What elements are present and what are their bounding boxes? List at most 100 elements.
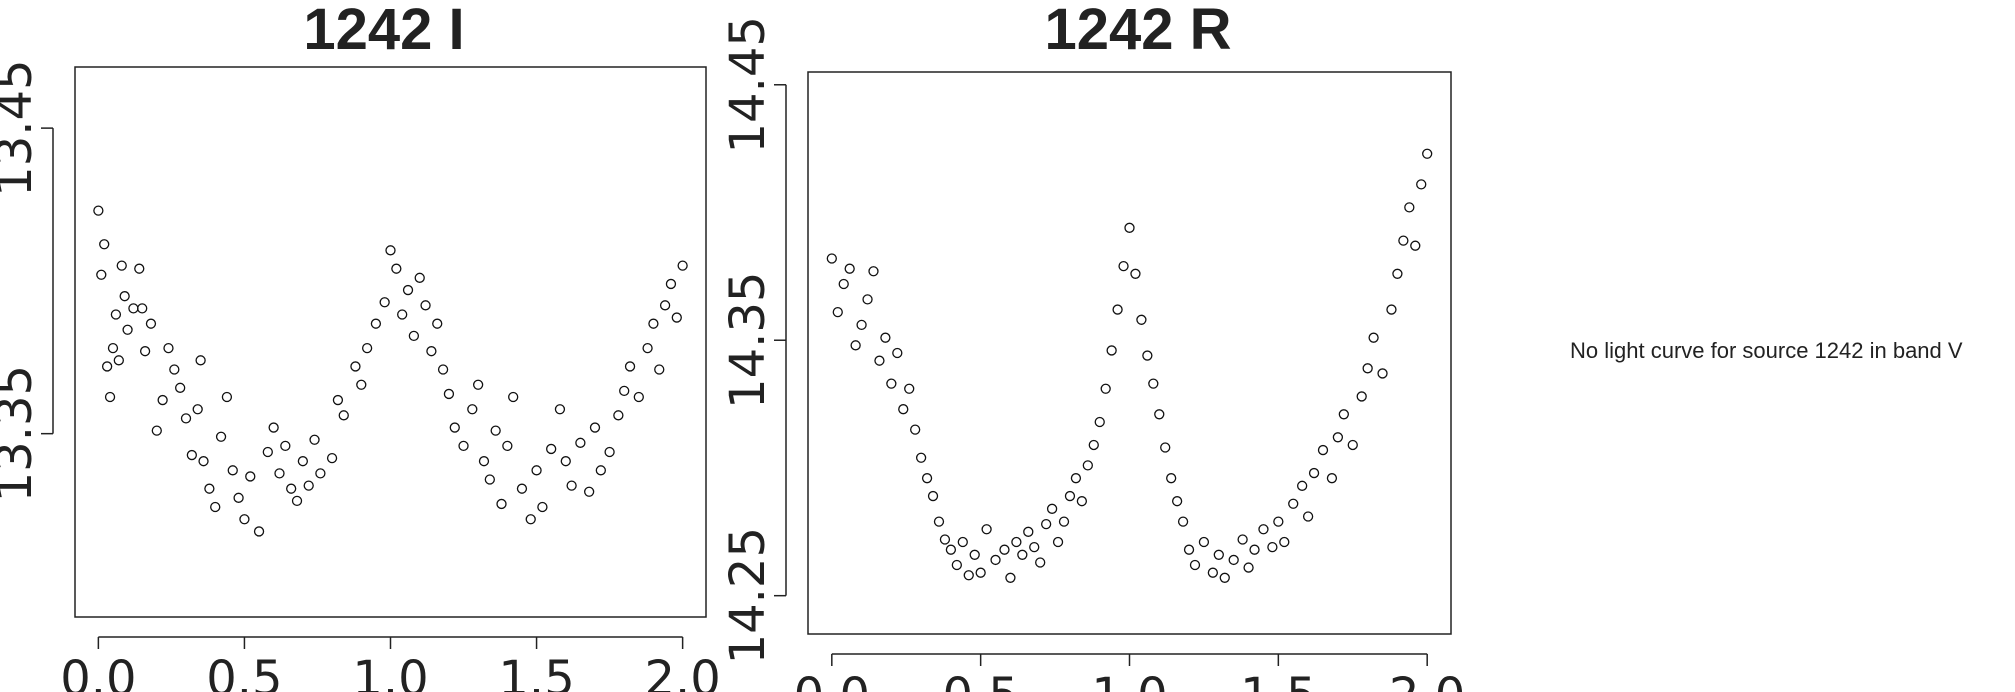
data-point	[957, 536, 968, 548]
data-point	[850, 340, 861, 351]
data-point	[1177, 516, 1189, 527]
data-point	[1362, 363, 1373, 374]
data-point	[1288, 498, 1299, 509]
data-point	[508, 391, 519, 403]
data-point	[502, 440, 513, 452]
data-point	[163, 342, 174, 354]
data-point	[589, 422, 601, 433]
data-point	[575, 437, 586, 448]
data-point	[1046, 503, 1058, 514]
x-tick-label: 1.0	[352, 651, 428, 692]
data-point	[496, 498, 507, 510]
chart-title: 1242 R	[1044, 0, 1231, 62]
data-point	[113, 355, 124, 366]
data-point	[892, 347, 903, 359]
data-point	[1347, 439, 1358, 451]
data-point	[1207, 567, 1219, 578]
data-point	[624, 361, 636, 372]
scatter-points	[826, 148, 1433, 583]
data-point	[1112, 304, 1123, 315]
data-point	[619, 385, 630, 397]
data-point	[253, 526, 265, 537]
data-point	[467, 404, 478, 415]
data-point	[1356, 391, 1367, 402]
data-point	[458, 440, 469, 452]
data-point	[169, 364, 180, 375]
data-point	[157, 394, 168, 406]
data-point	[1040, 519, 1052, 530]
data-point	[385, 245, 396, 256]
panel-1242-i: 1242 I 0.0 0.5 1.0 1.5 2.0 13.35 13.45	[0, 0, 721, 692]
data-point	[880, 332, 891, 343]
data-point	[1267, 541, 1278, 553]
data-point	[1249, 544, 1260, 555]
scatter-points	[93, 205, 688, 537]
data-point	[868, 266, 879, 277]
data-point	[1183, 544, 1195, 555]
data-point	[134, 263, 145, 274]
data-point	[999, 544, 1010, 555]
data-point	[1317, 444, 1329, 456]
data-point	[1422, 148, 1433, 159]
x-tick-label: 0.0	[794, 668, 870, 692]
data-point	[856, 319, 867, 331]
data-point	[326, 452, 338, 464]
data-point	[1326, 473, 1338, 484]
data-point	[1332, 432, 1344, 443]
data-point	[139, 346, 151, 357]
data-point	[554, 404, 566, 415]
data-point	[484, 474, 495, 485]
data-point	[420, 300, 431, 311]
data-point	[1416, 179, 1427, 190]
data-point	[1094, 416, 1105, 428]
data-point	[1338, 409, 1349, 420]
no-light-curve-note: No light curve for source 1242 in band V	[1570, 338, 1963, 363]
data-point	[566, 480, 577, 491]
data-point	[1106, 345, 1117, 356]
data-point	[101, 361, 113, 372]
axes: 0.0 0.5 1.0 1.5 2.0 13.35 13.45	[0, 59, 721, 692]
data-point	[280, 440, 291, 452]
data-point	[1377, 368, 1388, 379]
data-point	[1011, 536, 1022, 548]
y-tick-label: 14.35	[720, 272, 776, 409]
data-point	[1279, 536, 1290, 548]
data-point	[1070, 473, 1082, 484]
data-point	[210, 501, 221, 513]
y-tick-label: 14.45	[720, 16, 776, 153]
data-point	[642, 342, 653, 354]
data-point	[945, 544, 957, 555]
data-point	[391, 263, 402, 274]
data-point	[975, 567, 986, 578]
data-point	[516, 483, 528, 494]
data-point	[1052, 536, 1064, 548]
data-point	[583, 486, 595, 497]
data-point	[402, 284, 414, 296]
plot-area	[807, 71, 1452, 635]
data-point	[96, 269, 107, 280]
data-point	[659, 300, 671, 311]
data-point	[1124, 222, 1135, 233]
data-point	[408, 330, 420, 342]
panel-1242-r: 1242 R 0.0 0.5 1.0 1.5 2.0 14.25 14.35 14.45	[720, 0, 1465, 692]
data-point	[309, 434, 320, 445]
data-point	[531, 465, 542, 476]
x-tick-label: 2.0	[644, 651, 720, 692]
data-point	[1076, 496, 1088, 507]
data-point	[332, 394, 344, 406]
x-tick-label: 0.5	[942, 668, 1018, 692]
data-point	[379, 297, 390, 308]
data-point	[110, 309, 122, 320]
data-point	[204, 483, 215, 494]
data-point	[1404, 202, 1415, 213]
data-point	[981, 524, 992, 535]
data-point	[1302, 511, 1314, 522]
x-tick-label: 2.0	[1389, 668, 1465, 692]
data-point	[1005, 572, 1016, 583]
data-point	[397, 309, 408, 320]
data-point	[1392, 268, 1403, 279]
data-point	[1273, 516, 1284, 527]
data-point	[832, 306, 843, 318]
data-point	[1166, 473, 1177, 484]
data-point	[192, 404, 203, 415]
